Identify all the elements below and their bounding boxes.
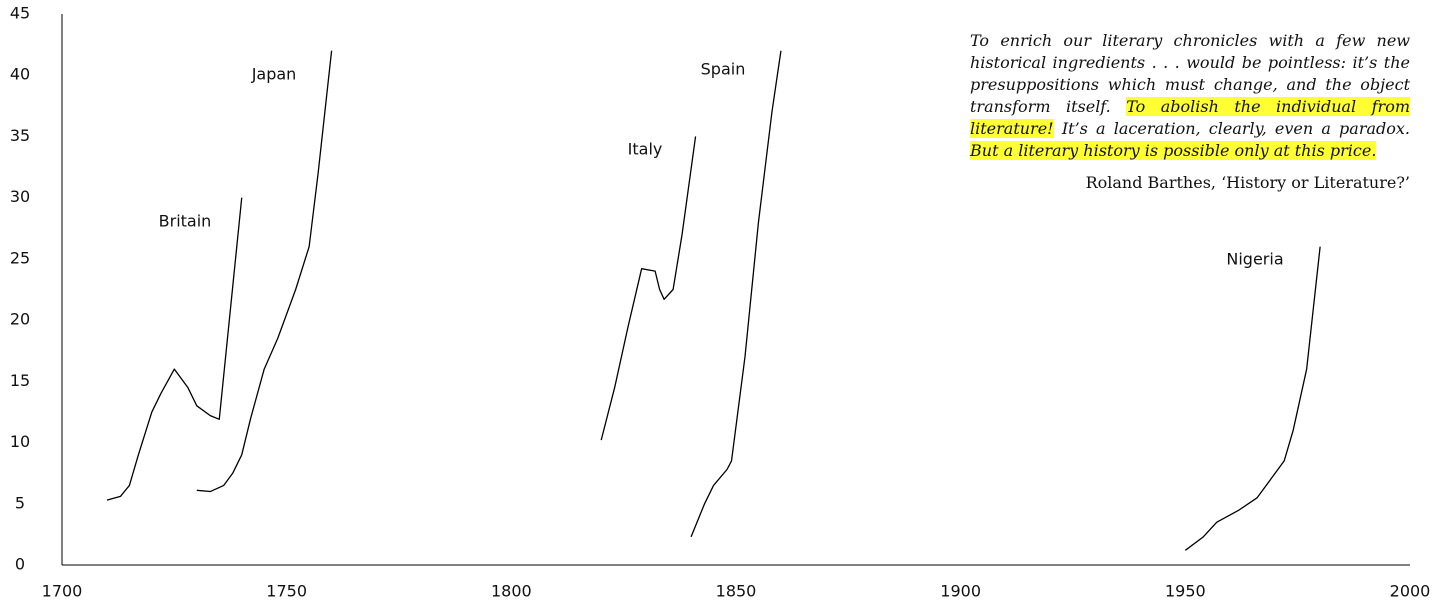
series-label: Japan bbox=[251, 65, 297, 84]
y-tick-label: 20 bbox=[10, 310, 30, 329]
series-label: Spain bbox=[701, 60, 746, 79]
x-tick-label: 1950 bbox=[1165, 582, 1206, 601]
y-tick-label: 0 bbox=[15, 555, 25, 574]
attribution: Roland Barthes, ‘History or Literature?’ bbox=[1085, 173, 1410, 192]
x-tick-label: 1700 bbox=[42, 582, 83, 601]
x-tick-label: 1900 bbox=[940, 582, 981, 601]
x-tick-label: 1750 bbox=[266, 582, 307, 601]
line bbox=[1184, 246, 1321, 551]
x-tick-label: 1850 bbox=[716, 582, 757, 601]
highlighted-text: But a literary history is possible only … bbox=[970, 141, 1377, 160]
y-tick-label: 35 bbox=[10, 126, 30, 145]
quote-text: To enrich our literary chronicles with a… bbox=[970, 31, 1410, 116]
series-label: Italy bbox=[628, 140, 663, 159]
quote-text: It’s a laceration, clearly, even a parad… bbox=[1061, 119, 1410, 138]
y-tick-label: 5 bbox=[15, 493, 25, 512]
y-tick-label: 40 bbox=[10, 65, 30, 84]
line bbox=[106, 197, 243, 501]
series-label: Nigeria bbox=[1226, 250, 1283, 269]
y-tick-label: 45 bbox=[10, 4, 30, 23]
series-label: Britain bbox=[159, 212, 212, 231]
quote: To enrich our literary chronicles with a… bbox=[970, 30, 1410, 162]
line bbox=[600, 136, 697, 441]
line bbox=[196, 50, 333, 493]
x-tick-label: 2000 bbox=[1390, 582, 1431, 601]
line bbox=[690, 50, 782, 538]
y-tick-label: 15 bbox=[10, 371, 30, 390]
y-tick-label: 10 bbox=[10, 432, 30, 451]
x-tick-label: 1800 bbox=[491, 582, 532, 601]
y-tick-label: 30 bbox=[10, 187, 30, 206]
y-tick-label: 25 bbox=[10, 248, 30, 267]
